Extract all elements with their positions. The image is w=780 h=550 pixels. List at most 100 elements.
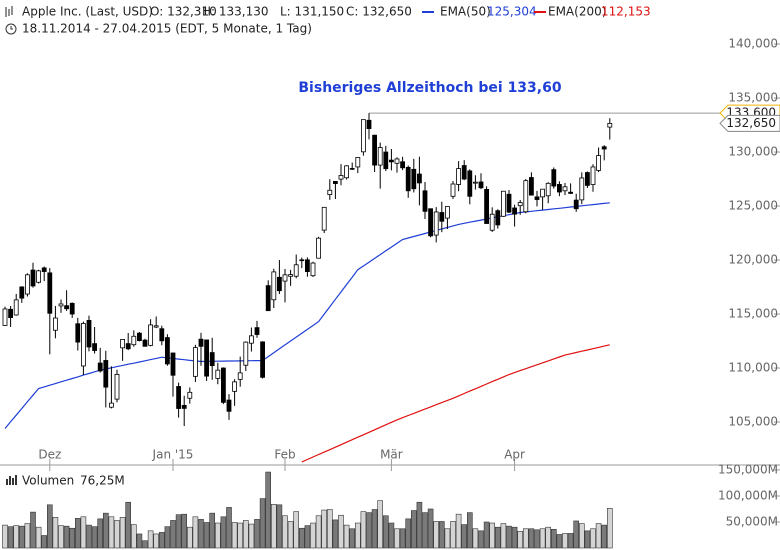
- candle-body: [338, 175, 344, 180]
- volume-bar: [231, 522, 238, 549]
- volume-bar: [63, 525, 70, 549]
- candle-body: [232, 381, 238, 392]
- volume-bar: [97, 518, 103, 549]
- volume-bar: [606, 508, 613, 549]
- volume-bar: [119, 517, 126, 549]
- volume-bar: [282, 515, 288, 549]
- candle-body: [288, 274, 294, 277]
- candle-body: [260, 341, 266, 378]
- volume-bar: [438, 521, 445, 549]
- subtitle: 18.11.2014 - 27.04.2015 (EDT, 5 Monate, …: [22, 22, 312, 36]
- volume-bar: [472, 528, 479, 549]
- candle-body: [377, 147, 383, 166]
- candle-body: [568, 191, 573, 194]
- legend-label: EMA(200): [548, 5, 606, 19]
- candle-body: [439, 212, 445, 222]
- candle-body: [316, 237, 322, 259]
- x-tick-label: Apr: [504, 448, 525, 462]
- volume-bar: [567, 533, 574, 549]
- volume-bar: [321, 509, 328, 549]
- candle-body: [383, 151, 389, 170]
- candle-body: [209, 352, 215, 367]
- candle-body: [8, 308, 14, 318]
- volume-bar: [343, 524, 350, 549]
- candle-body: [557, 184, 562, 193]
- volume-bar: [433, 521, 440, 549]
- y-tick-label: 140,000: [728, 37, 778, 51]
- x-tick-label: Dez: [38, 448, 61, 462]
- volume-bar: [259, 498, 266, 549]
- candle-body: [220, 367, 226, 403]
- volume-bar: [41, 535, 48, 549]
- candle-body: [607, 123, 613, 128]
- volume-bar: [377, 500, 384, 549]
- candle-body: [142, 339, 148, 347]
- quote-value: H: 133,130: [202, 5, 269, 19]
- candle-body: [372, 134, 378, 166]
- x-tick-label: Feb: [274, 448, 295, 462]
- volume-bar: [601, 524, 608, 549]
- volume-bar: [18, 525, 25, 549]
- volume-bar: [371, 509, 378, 549]
- volume-bar: [489, 522, 496, 549]
- candle-body: [136, 332, 142, 341]
- candle-body: [47, 272, 53, 314]
- candle-body: [97, 362, 103, 372]
- candle-body: [428, 208, 434, 237]
- candle-body: [310, 262, 316, 277]
- candle-body: [388, 159, 394, 163]
- volume-bar: [388, 522, 395, 549]
- volume-label: Volumen: [22, 474, 74, 488]
- candle-body: [517, 202, 523, 207]
- volume-bar: [52, 517, 59, 549]
- candle-body: [176, 386, 182, 409]
- candle-body: [461, 165, 467, 180]
- volume-bar: [153, 533, 159, 549]
- candle-body: [596, 155, 601, 171]
- volume-bar: [556, 534, 563, 549]
- volume-bar: [590, 528, 596, 549]
- volume-bar: [2, 524, 8, 549]
- candle-body: [360, 119, 366, 153]
- volume-bar: [528, 528, 535, 549]
- x-tick-label: Mär: [380, 448, 403, 462]
- volume-bar: [578, 523, 585, 549]
- volume-bar: [500, 523, 507, 549]
- volume-bar: [237, 522, 243, 549]
- volume-bar: [147, 530, 154, 549]
- volume-tick-label: 100,000M: [718, 488, 778, 502]
- candle-body: [120, 339, 125, 349]
- volume-bar: [506, 525, 512, 549]
- candle-body: [271, 271, 277, 301]
- candle-body: [344, 165, 350, 179]
- volume-bar: [86, 524, 92, 549]
- volume-bar: [595, 523, 602, 549]
- volume-bar: [298, 527, 305, 549]
- volume-bar: [270, 504, 277, 549]
- candle-body: [114, 373, 120, 400]
- volume-bar: [198, 519, 204, 549]
- candle-body: [187, 391, 193, 399]
- volume-bar: [304, 525, 311, 549]
- candle-body: [551, 169, 557, 187]
- candle-body: [2, 308, 8, 326]
- volume-bar: [91, 526, 98, 549]
- volume-bar: [175, 514, 182, 549]
- candle-body: [198, 338, 204, 347]
- volume-bar: [209, 512, 215, 549]
- volume-bar: [584, 530, 591, 549]
- volume-bar: [170, 520, 176, 549]
- candle-body: [585, 172, 590, 186]
- candle-body: [181, 404, 187, 409]
- volume-bar: [326, 509, 333, 549]
- candle-body: [125, 343, 131, 350]
- candle-body: [456, 168, 462, 185]
- candle-body: [243, 341, 249, 366]
- volume-bar: [494, 526, 501, 549]
- clock-icon: [5, 23, 17, 35]
- candle-body: [349, 168, 355, 170]
- volume-bar: [517, 531, 524, 549]
- volume-bar: [215, 522, 221, 549]
- candle-body: [92, 343, 97, 351]
- candle-body: [506, 193, 512, 213]
